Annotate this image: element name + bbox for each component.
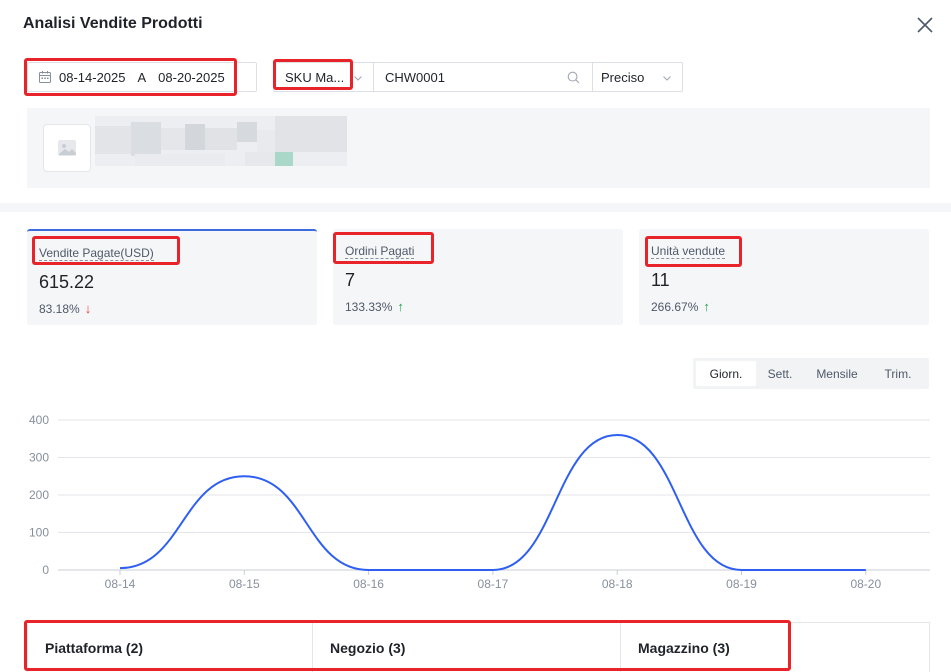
y-tick-label: 0 [42, 563, 49, 577]
metric-change-value: 83.18% [39, 301, 80, 316]
y-tick-label: 200 [29, 488, 49, 502]
close-icon [917, 17, 933, 33]
metric-value: 7 [345, 270, 356, 290]
product-details-redacted [95, 116, 347, 166]
dimension-tabs: Piattaforma (2) Negozio (3) Magazzino (3… [27, 622, 930, 672]
tab-monthly[interactable]: Mensile [816, 366, 858, 381]
arrow-up-icon: ↑ [397, 299, 404, 314]
tab-warehouse[interactable]: Magazzino (3) [621, 623, 929, 672]
sku-filter-group: SKU Ma... CHW0001 Preciso [273, 62, 683, 92]
match-mode-select[interactable]: Preciso [593, 63, 682, 91]
date-end-input[interactable]: 08-20-2025 [158, 69, 225, 85]
sku-search-input[interactable]: CHW0001 [374, 63, 593, 91]
chevron-down-icon [354, 76, 362, 81]
product-info-panel [27, 108, 930, 188]
metric-label: Unità vendute [651, 244, 726, 259]
metric-change: 266.67% ↑ [651, 299, 710, 314]
date-range-picker[interactable]: 08-14-2025 A 08-20-2025 [27, 62, 257, 92]
x-tick-label: 08-15 [229, 577, 260, 591]
y-tick-label: 300 [29, 451, 49, 465]
x-tick-label: 08-18 [602, 577, 633, 591]
x-tick-label: 08-20 [850, 577, 881, 591]
match-mode-value: Preciso [601, 69, 645, 85]
tab-platform-label: Piattaforma (2) [45, 639, 144, 656]
tab-warehouse-label: Magazzino (3) [638, 639, 730, 656]
metric-change: 133.33% ↑ [345, 299, 404, 314]
x-tick-label: 08-16 [353, 577, 384, 591]
date-start-input[interactable]: 08-14-2025 [59, 69, 126, 85]
x-tick-label: 08-19 [726, 577, 757, 591]
sku-search-value: CHW0001 [385, 69, 445, 85]
dialog-title: Analisi Vendite Prodotti [23, 15, 203, 32]
metric-card-paid-sales[interactable]: Vendite Pagate(USD) 615.22 83.18% ↓ [27, 229, 317, 325]
metric-value: 11 [651, 270, 670, 290]
search-icon[interactable] [567, 71, 580, 84]
metric-label: Vendite Pagate(USD) [39, 246, 154, 261]
tab-store-label: Negozio (3) [330, 639, 406, 656]
y-tick-label: 100 [29, 526, 49, 540]
sku-type-select[interactable]: SKU Ma... [274, 63, 374, 91]
arrow-up-icon: ↑ [703, 299, 710, 314]
tab-quarterly[interactable]: Trim. [884, 366, 912, 381]
metric-change-value: 133.33% [345, 299, 393, 314]
series-line [119, 433, 866, 571]
date-separator: A [137, 69, 147, 85]
close-button[interactable] [914, 14, 936, 36]
tab-store[interactable]: Negozio (3) [313, 623, 621, 672]
metric-value: 615.22 [39, 272, 95, 292]
calendar-icon [39, 71, 51, 83]
tab-platform[interactable]: Piattaforma (2) [28, 623, 313, 672]
period-tabs: Giorn. Sett. Mensile Trim. [693, 358, 929, 389]
x-tick-label: 08-17 [478, 577, 509, 591]
image-placeholder-icon [58, 140, 76, 156]
sales-line-chart: 0 100 200 300 400 08-14 08-15 08-16 08-17 08-18 0… [29, 413, 930, 591]
tab-weekly[interactable]: Sett. [767, 366, 793, 381]
metric-change: 83.18% ↓ [39, 301, 91, 316]
metric-card-paid-orders[interactable]: Ordini Pagati 7 133.33% ↑ [333, 229, 623, 325]
metric-change-value: 266.67% [651, 299, 699, 314]
y-tick-label: 400 [29, 413, 49, 427]
tab-daily[interactable]: Giorn. [696, 361, 756, 386]
arrow-down-icon: ↓ [84, 301, 92, 316]
chevron-down-icon [663, 76, 671, 81]
product-thumbnail [43, 124, 91, 172]
metric-card-units-sold[interactable]: Unità vendute 11 266.67% ↑ [639, 229, 929, 325]
x-tick-label: 08-14 [105, 577, 136, 591]
section-divider [0, 203, 951, 212]
metric-label: Ordini Pagati [345, 244, 415, 259]
sku-type-value: SKU Ma... [285, 69, 345, 85]
